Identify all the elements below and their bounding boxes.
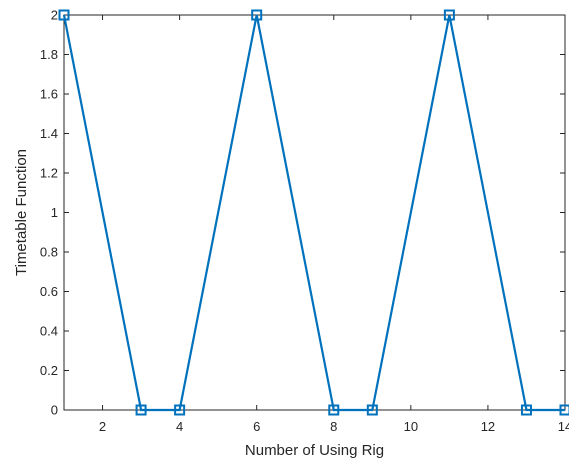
data-point: [328, 404, 340, 416]
y-axis-label: Timetable Function: [13, 149, 30, 276]
x-axis-label: Number of Using Rig: [245, 442, 384, 459]
data-point: [174, 404, 186, 416]
y-tick-label: 2: [51, 8, 58, 23]
series-line: [62, 14, 565, 412]
y-tick-label: 1.6: [40, 87, 58, 102]
x-tick-label: 4: [176, 419, 183, 434]
series-group: [58, 9, 569, 416]
data-point: [520, 404, 532, 416]
data-point: [135, 404, 147, 416]
data-point: [366, 404, 378, 416]
y-tick-label: 0.6: [40, 284, 58, 299]
y-tick-label: 1.4: [40, 126, 58, 141]
y-tick-label: 0.2: [40, 363, 58, 378]
x-tick-label: 10: [404, 419, 418, 434]
y-tick-label: 1.2: [40, 166, 58, 181]
x-axis: 2 4 6 8 10 12 14: [99, 15, 569, 434]
x-tick-label: 2: [99, 419, 106, 434]
y-tick-label: 1: [51, 205, 58, 220]
x-tick-label: 6: [253, 419, 260, 434]
y-tick-label: 0.8: [40, 245, 58, 260]
data-point: [559, 404, 569, 416]
y-axis: 0 0.2 0.4 0.6 0.8 1 1.2 1.4 1.6 1.8 2: [40, 8, 565, 418]
y-tick-label: 0: [51, 403, 58, 418]
data-point: [251, 9, 263, 21]
x-tick-label: 8: [330, 419, 337, 434]
y-tick-label: 1.8: [40, 47, 58, 62]
y-tick-label: 0.4: [40, 324, 58, 339]
x-tick-label: 14: [558, 419, 569, 434]
data-point: [443, 9, 455, 21]
x-tick-label: 12: [481, 419, 495, 434]
data-point: [58, 9, 70, 21]
